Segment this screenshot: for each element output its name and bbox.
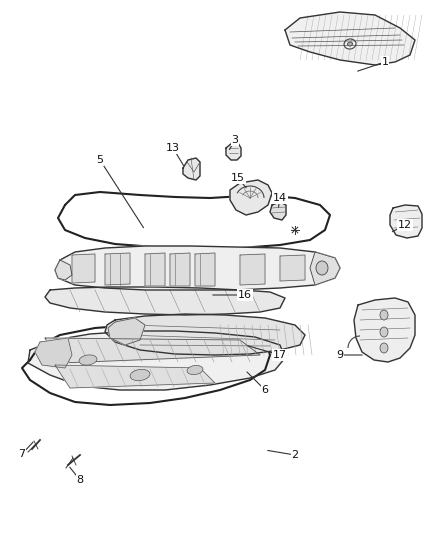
Text: 8: 8 (77, 475, 84, 485)
Ellipse shape (187, 366, 203, 375)
Polygon shape (55, 365, 215, 388)
Polygon shape (240, 254, 265, 285)
Text: 17: 17 (273, 350, 287, 360)
Polygon shape (105, 314, 305, 355)
Polygon shape (230, 180, 272, 215)
Polygon shape (280, 255, 305, 281)
Ellipse shape (79, 355, 97, 365)
Text: 13: 13 (166, 143, 180, 153)
Polygon shape (285, 12, 415, 65)
Polygon shape (183, 158, 200, 180)
Text: 15: 15 (231, 173, 245, 183)
Ellipse shape (130, 369, 150, 381)
Ellipse shape (380, 327, 388, 337)
Ellipse shape (347, 42, 353, 46)
Polygon shape (354, 298, 415, 362)
Polygon shape (105, 253, 130, 285)
Polygon shape (55, 246, 340, 290)
Polygon shape (108, 318, 145, 345)
Ellipse shape (380, 343, 388, 353)
Text: 16: 16 (238, 290, 252, 300)
Text: 5: 5 (96, 155, 103, 165)
Polygon shape (310, 252, 340, 285)
Text: 6: 6 (261, 385, 268, 395)
Polygon shape (35, 338, 72, 368)
Text: 7: 7 (18, 449, 25, 459)
Ellipse shape (380, 310, 388, 320)
Polygon shape (390, 205, 422, 238)
Ellipse shape (316, 261, 328, 275)
Polygon shape (170, 253, 190, 286)
Polygon shape (226, 143, 241, 160)
Polygon shape (45, 287, 285, 315)
Text: 9: 9 (336, 350, 343, 360)
Polygon shape (195, 253, 215, 286)
Polygon shape (28, 331, 285, 390)
Polygon shape (72, 254, 95, 283)
Polygon shape (55, 260, 72, 280)
Polygon shape (145, 253, 165, 286)
Polygon shape (270, 202, 286, 220)
Text: 14: 14 (273, 193, 287, 203)
Text: 2: 2 (291, 450, 299, 460)
Polygon shape (45, 338, 260, 363)
Text: 12: 12 (398, 220, 412, 230)
Text: 1: 1 (381, 57, 389, 67)
Text: 3: 3 (232, 135, 239, 145)
